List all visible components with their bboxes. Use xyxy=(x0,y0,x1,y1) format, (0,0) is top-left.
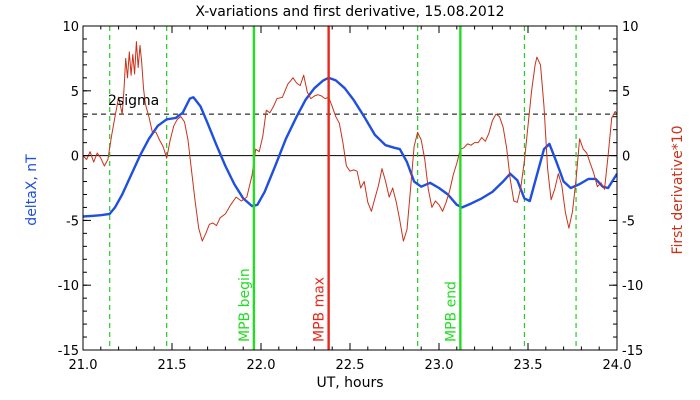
reference-lines-layer xyxy=(83,26,617,350)
x-tick-label-2: 22.0 xyxy=(247,358,276,373)
y-left-tick-label-5: 10 xyxy=(62,20,79,35)
y-right-tick-label-3: 0 xyxy=(622,150,630,165)
y-left-tick-label-4: 5 xyxy=(71,85,79,100)
mpb-end-label: MPB end xyxy=(443,281,459,342)
deltax-series-line xyxy=(83,76,617,218)
text-layer: X-variations and first derivative, 15.08… xyxy=(24,4,686,391)
y-left-tick-label-1: -10 xyxy=(58,279,79,294)
x-tick-label-5: 23.5 xyxy=(514,358,543,373)
chart-title: X-variations and first derivative, 15.08… xyxy=(195,4,504,20)
x-tick-label-1: 21.5 xyxy=(158,358,187,373)
x-tick-label-3: 22.5 xyxy=(336,358,365,373)
x-tick-label-4: 23.0 xyxy=(425,358,454,373)
y-right-tick-label-5: 10 xyxy=(622,20,639,35)
y-right-tick-label-1: -10 xyxy=(622,279,643,294)
mpb-max-label: MPB max xyxy=(312,277,328,342)
x-tick-label-0: 21.0 xyxy=(69,358,98,373)
series-layer xyxy=(83,26,617,350)
y-axis-left-label: deltaX, nT xyxy=(24,154,40,226)
y-left-tick-label-0: -15 xyxy=(58,344,79,359)
derivative-series-line xyxy=(83,41,617,242)
x-axis-label: UT, hours xyxy=(316,375,383,391)
mpb-begin-label: MPB begin xyxy=(237,268,253,342)
y-right-tick-label-2: -5 xyxy=(622,214,635,229)
y-axis-right-label: First derivative*10 xyxy=(670,125,686,254)
y-right-tick-label-0: -15 xyxy=(622,344,643,359)
axes-frame-layer xyxy=(82,25,618,351)
y-left-tick-label-2: -5 xyxy=(66,214,79,229)
two-sigma-label: 2sigma xyxy=(108,93,159,109)
x-tick-label-6: 24.0 xyxy=(603,358,632,373)
y-left-tick-label-3: 0 xyxy=(71,150,79,165)
y-right-tick-label-4: 5 xyxy=(622,85,630,100)
